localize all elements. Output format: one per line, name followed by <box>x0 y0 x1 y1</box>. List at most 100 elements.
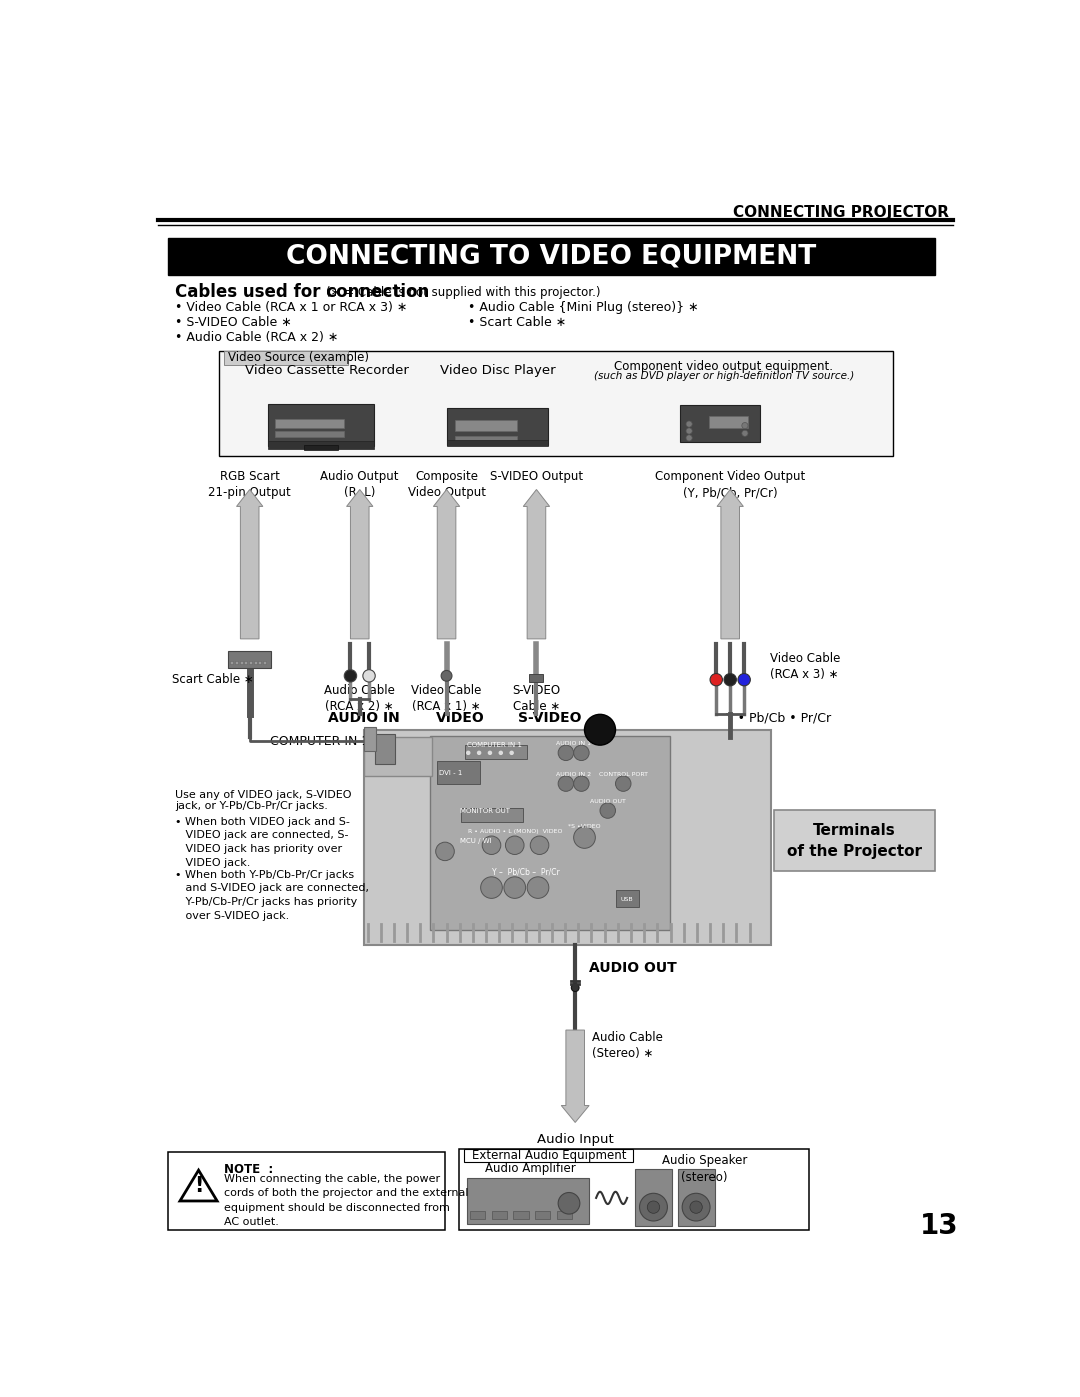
Text: AUDIO IN: AUDIO IN <box>327 711 400 725</box>
FancyBboxPatch shape <box>364 729 770 946</box>
Circle shape <box>482 835 501 855</box>
Text: MONITOR OUT: MONITOR OUT <box>460 807 511 813</box>
FancyBboxPatch shape <box>773 810 935 872</box>
FancyBboxPatch shape <box>218 351 893 457</box>
Text: !: ! <box>194 1176 203 1196</box>
Circle shape <box>345 669 356 682</box>
Circle shape <box>573 827 595 848</box>
FancyBboxPatch shape <box>268 441 374 448</box>
Text: Composite
Video Output: Composite Video Output <box>407 471 486 499</box>
Circle shape <box>639 1193 667 1221</box>
Text: AUDIO IN 1: AUDIO IN 1 <box>556 740 591 746</box>
FancyBboxPatch shape <box>447 440 548 447</box>
Text: Scart Cable ∗: Scart Cable ∗ <box>172 673 254 686</box>
FancyArrow shape <box>433 489 460 638</box>
FancyBboxPatch shape <box>513 1211 529 1218</box>
FancyArrow shape <box>524 489 550 638</box>
Text: Video Disc Player: Video Disc Player <box>440 365 555 377</box>
FancyBboxPatch shape <box>467 1178 590 1224</box>
Text: Video Cable
(RCA x 3) ∗: Video Cable (RCA x 3) ∗ <box>770 652 841 682</box>
Text: • S-VIDEO Cable ∗: • S-VIDEO Cable ∗ <box>175 316 292 328</box>
Circle shape <box>724 673 737 686</box>
Circle shape <box>686 427 692 434</box>
Circle shape <box>558 775 573 791</box>
Text: RGB Scart
21-pin Output: RGB Scart 21-pin Output <box>208 471 292 499</box>
Circle shape <box>504 877 526 898</box>
FancyBboxPatch shape <box>465 745 527 759</box>
Circle shape <box>477 752 481 754</box>
FancyBboxPatch shape <box>240 661 243 665</box>
FancyBboxPatch shape <box>635 1169 672 1227</box>
Text: Audio Amplifier: Audio Amplifier <box>485 1162 576 1175</box>
Text: AUDIO OUT: AUDIO OUT <box>590 961 677 975</box>
Text: Audio Cable
(RCA x 2) ∗: Audio Cable (RCA x 2) ∗ <box>324 683 395 712</box>
Circle shape <box>710 673 723 686</box>
Circle shape <box>558 1193 580 1214</box>
Text: Audio Cable
(Stereo) ∗: Audio Cable (Stereo) ∗ <box>592 1031 663 1060</box>
FancyBboxPatch shape <box>459 1150 809 1231</box>
Text: • Audio Cable {Mini Plug (stereo)} ∗: • Audio Cable {Mini Plug (stereo)} ∗ <box>469 302 699 314</box>
Text: COMPUTER IN 1: COMPUTER IN 1 <box>467 742 522 749</box>
FancyArrow shape <box>717 489 743 638</box>
FancyBboxPatch shape <box>248 661 252 665</box>
FancyBboxPatch shape <box>535 1211 551 1218</box>
Text: USB: USB <box>621 897 634 901</box>
Circle shape <box>616 775 631 791</box>
Text: 13: 13 <box>920 1213 959 1241</box>
Text: • Audio Cable (RCA x 2) ∗: • Audio Cable (RCA x 2) ∗ <box>175 331 339 344</box>
Text: S-VIDEO
Cable ∗: S-VIDEO Cable ∗ <box>512 685 561 714</box>
Text: Audio Speaker
(stereo): Audio Speaker (stereo) <box>662 1154 747 1183</box>
FancyBboxPatch shape <box>268 404 374 447</box>
Text: Use any of VIDEO jack, S-VIDEO: Use any of VIDEO jack, S-VIDEO <box>175 789 352 800</box>
Circle shape <box>499 752 502 754</box>
Text: (∗ = Cable is not supplied with this projector.): (∗ = Cable is not supplied with this pro… <box>326 286 600 299</box>
Text: R • AUDIO • L (MONO)  VIDEO: R • AUDIO • L (MONO) VIDEO <box>468 828 562 834</box>
Text: When connecting the cable, the power
cords of both the projector and the externa: When connecting the cable, the power cor… <box>225 1173 469 1227</box>
Circle shape <box>742 430 748 436</box>
Text: S-VIDEO Output: S-VIDEO Output <box>490 471 583 483</box>
FancyBboxPatch shape <box>167 1151 445 1231</box>
Text: jack, or Y-Pb/Cb-Pr/Cr jacks.: jack, or Y-Pb/Cb-Pr/Cr jacks. <box>175 802 328 812</box>
FancyBboxPatch shape <box>437 760 480 784</box>
Text: (such as DVD player or high-definition TV source.): (such as DVD player or high-definition T… <box>594 370 854 380</box>
FancyBboxPatch shape <box>679 405 760 441</box>
FancyBboxPatch shape <box>230 661 233 665</box>
FancyBboxPatch shape <box>460 809 523 823</box>
Text: Component video output equipment.: Component video output equipment. <box>615 360 834 373</box>
Text: • Scart Cable ∗: • Scart Cable ∗ <box>469 316 567 328</box>
Circle shape <box>600 803 616 819</box>
FancyArrow shape <box>347 489 373 638</box>
Circle shape <box>573 745 590 760</box>
Text: Terminals
of the Projector: Terminals of the Projector <box>786 823 921 859</box>
Text: Video Cable
(RCA x 1) ∗: Video Cable (RCA x 1) ∗ <box>411 683 482 712</box>
FancyBboxPatch shape <box>235 661 238 665</box>
FancyBboxPatch shape <box>710 415 748 427</box>
Text: CONNECTING TO VIDEO EQUIPMENT: CONNECTING TO VIDEO EQUIPMENT <box>286 244 816 270</box>
FancyBboxPatch shape <box>529 675 543 682</box>
Circle shape <box>510 752 513 754</box>
Circle shape <box>481 877 502 898</box>
FancyBboxPatch shape <box>254 661 257 665</box>
Text: • When both Y-Pb/Cb-Pr/Cr jacks
   and S-VIDEO jack are connected,
   Y-Pb/Cb-Pr: • When both Y-Pb/Cb-Pr/Cr jacks and S-VI… <box>175 870 369 921</box>
Polygon shape <box>180 1171 217 1201</box>
FancyBboxPatch shape <box>556 1211 572 1218</box>
FancyBboxPatch shape <box>375 733 394 764</box>
Text: Audio Input: Audio Input <box>537 1133 613 1146</box>
Circle shape <box>571 983 579 992</box>
FancyBboxPatch shape <box>455 436 517 440</box>
FancyBboxPatch shape <box>464 1148 633 1162</box>
Text: Y –  Pb/Cb –  Pr/Cr: Y – Pb/Cb – Pr/Cr <box>492 868 561 877</box>
Text: Cables used for connection: Cables used for connection <box>175 284 430 302</box>
Circle shape <box>467 752 470 754</box>
FancyBboxPatch shape <box>274 419 345 427</box>
Text: AUDIO IN 2: AUDIO IN 2 <box>556 773 591 777</box>
FancyBboxPatch shape <box>455 420 517 432</box>
FancyBboxPatch shape <box>303 444 338 450</box>
Text: • Video Cable (RCA x 1 or RCA x 3) ∗: • Video Cable (RCA x 1 or RCA x 3) ∗ <box>175 302 407 314</box>
Circle shape <box>441 671 451 682</box>
FancyArrow shape <box>237 489 262 638</box>
Text: NOTE  :: NOTE : <box>225 1164 273 1176</box>
FancyBboxPatch shape <box>364 726 376 752</box>
Text: Component Video Output
(Y, Pb/Cb, Pr/Cr): Component Video Output (Y, Pb/Cb, Pr/Cr) <box>656 471 806 499</box>
FancyBboxPatch shape <box>225 351 348 365</box>
